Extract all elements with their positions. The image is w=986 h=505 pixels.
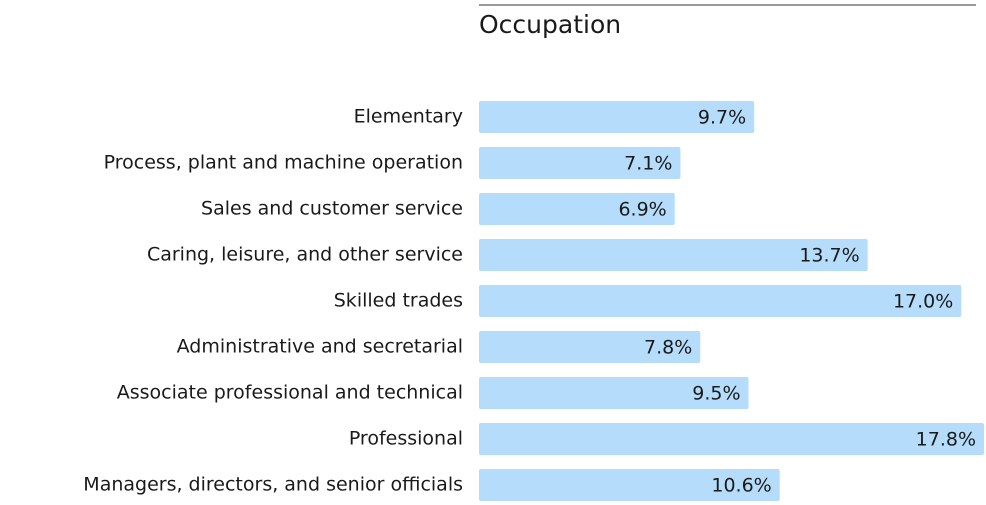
category-label: Associate professional and technical <box>117 382 463 404</box>
chart-title: Occupation <box>479 10 621 39</box>
value-label: 6.9% <box>618 199 666 221</box>
value-label: 17.8% <box>916 429 976 451</box>
bar <box>479 193 675 225</box>
value-label: 9.7% <box>698 107 746 129</box>
value-label: 7.8% <box>644 337 692 359</box>
category-label: Skilled trades <box>334 290 463 312</box>
bar <box>479 331 701 363</box>
category-label: Elementary <box>354 106 463 128</box>
bar <box>479 469 780 501</box>
bar <box>479 285 962 317</box>
category-label: Administrative and secretarial <box>177 336 463 358</box>
value-label: 17.0% <box>893 291 953 313</box>
value-label: 7.1% <box>624 153 672 175</box>
value-label: 10.6% <box>711 475 771 497</box>
category-label: Caring, leisure, and other service <box>147 244 463 266</box>
category-label: Professional <box>349 428 463 450</box>
value-label: 13.7% <box>799 245 859 267</box>
category-label: Sales and customer service <box>201 198 463 220</box>
bar <box>479 239 868 271</box>
category-label: Managers, directors, and senior official… <box>83 474 463 496</box>
value-label: 9.5% <box>692 383 740 405</box>
bar <box>479 101 755 133</box>
bar <box>479 377 749 409</box>
bar <box>479 423 984 455</box>
category-label: Process, plant and machine operation <box>104 152 463 174</box>
bar <box>479 147 681 179</box>
